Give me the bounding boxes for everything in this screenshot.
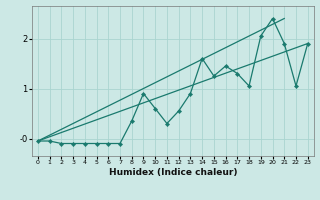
X-axis label: Humidex (Indice chaleur): Humidex (Indice chaleur) bbox=[108, 168, 237, 177]
